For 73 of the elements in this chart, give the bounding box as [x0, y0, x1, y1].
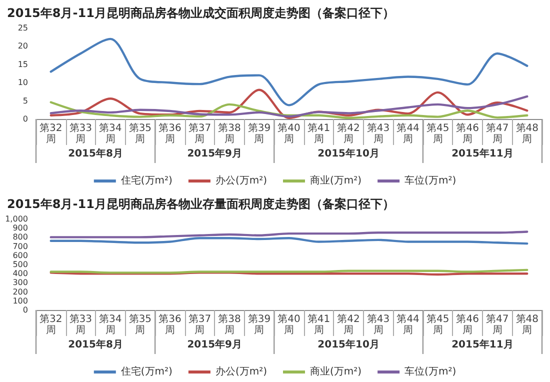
legend-label: 车位(万m²) [404, 174, 456, 186]
y-tick-label: 800 [12, 232, 28, 242]
x-tick-label: 第42周 [337, 313, 360, 336]
legend-label: 商业(万m²) [310, 174, 362, 186]
x-tick-label: 第47周 [486, 122, 509, 145]
text: 2015年10月 [318, 148, 380, 160]
x-tick-label: 第39周 [248, 122, 271, 145]
chart-title: 2015年8月-11月昆明商品房各物业成交面积周度走势图（备案口径下） [7, 6, 394, 20]
line-series [50, 101, 528, 120]
y-tick-label: 700 [12, 242, 28, 251]
legend-label: 住宅(万m²) [120, 174, 173, 186]
y-tick-label: 5 [22, 96, 28, 106]
x-tick-label: 第40周 [278, 313, 300, 336]
legend-label: 住宅(万m²) [120, 366, 173, 378]
text: 2015年10月 [318, 338, 380, 350]
text: 2015年11月 [452, 338, 514, 350]
chart-title: 2015年8月-11月昆明商品房各物业存量面积周度走势图（备案口径下） [7, 197, 394, 211]
y-tick-label: 200 [12, 287, 28, 296]
x-tick-label: 第44周 [396, 313, 420, 336]
line-series [50, 88, 528, 120]
y-tick-label: 900 [12, 224, 28, 233]
y-tick-label: 500 [12, 260, 28, 269]
y-tick-label: 10 [18, 78, 28, 88]
x-tick-label: 第37周 [188, 313, 212, 336]
y-tick-label: 0 [22, 306, 28, 314]
legend-label: 商业(万m²) [310, 366, 362, 378]
x-tick-label: 第39周 [248, 313, 271, 336]
y-tick-label: 300 [12, 278, 28, 288]
y-tick-label: 0 [22, 114, 28, 124]
x-tick-label: 第46周 [456, 313, 479, 336]
x-tick-label: 第45周 [426, 313, 450, 336]
x-tick-label: 第48周 [516, 313, 538, 336]
legend-label: 车位(万m²) [404, 366, 456, 378]
text: 2015年8月 [68, 148, 123, 160]
x-tick-label: 第34周 [99, 122, 122, 145]
y-tick-label: 600 [12, 250, 28, 260]
x-tick-label: 第36周 [158, 313, 182, 336]
x-tick-label: 第37周 [188, 122, 212, 145]
line-series [50, 38, 528, 106]
y-tick-label: 25 [18, 24, 28, 32]
x-tick-label: 第33周 [69, 122, 92, 145]
text: 2015年9月 [187, 338, 242, 350]
x-tick-label: 第41周 [307, 313, 330, 336]
text: 2015年9月 [187, 148, 242, 160]
y-tick-label: 100 [12, 296, 28, 306]
x-tick-label: 第36周 [158, 122, 182, 145]
x-tick-label: 第42周 [337, 122, 360, 145]
legend-label: 办公(万m²) [215, 174, 268, 186]
x-tick-label: 第35周 [128, 313, 152, 336]
y-tick-label: 1,000 [5, 214, 28, 224]
line-series [50, 95, 528, 118]
x-tick-label: 第46周 [456, 122, 479, 145]
x-tick-label: 第40周 [278, 122, 300, 145]
x-tick-label: 第38周 [218, 122, 241, 145]
x-tick-label: 第32周 [40, 122, 62, 145]
y-tick-label: 400 [12, 269, 28, 278]
text: 2015年11月 [452, 148, 514, 160]
x-tick-label: 第43周 [366, 122, 390, 145]
text: 2015年8月 [68, 338, 123, 350]
x-tick-label: 第45周 [426, 122, 450, 145]
y-tick-label: 15 [18, 60, 28, 69]
y-tick-label: 20 [18, 42, 28, 51]
x-tick-label: 第32周 [40, 313, 62, 336]
x-tick-label: 第41周 [307, 122, 330, 145]
x-tick-label: 第48周 [516, 122, 538, 145]
x-tick-label: 第35周 [128, 122, 152, 145]
x-tick-label: 第38周 [218, 313, 241, 336]
legend-label: 办公(万m²) [215, 366, 268, 378]
x-tick-label: 第47周 [486, 313, 509, 336]
x-tick-label: 第34周 [99, 313, 122, 336]
x-tick-label: 第43周 [366, 313, 390, 336]
x-tick-label: 第33周 [69, 313, 92, 336]
x-tick-label: 第44周 [396, 122, 420, 145]
